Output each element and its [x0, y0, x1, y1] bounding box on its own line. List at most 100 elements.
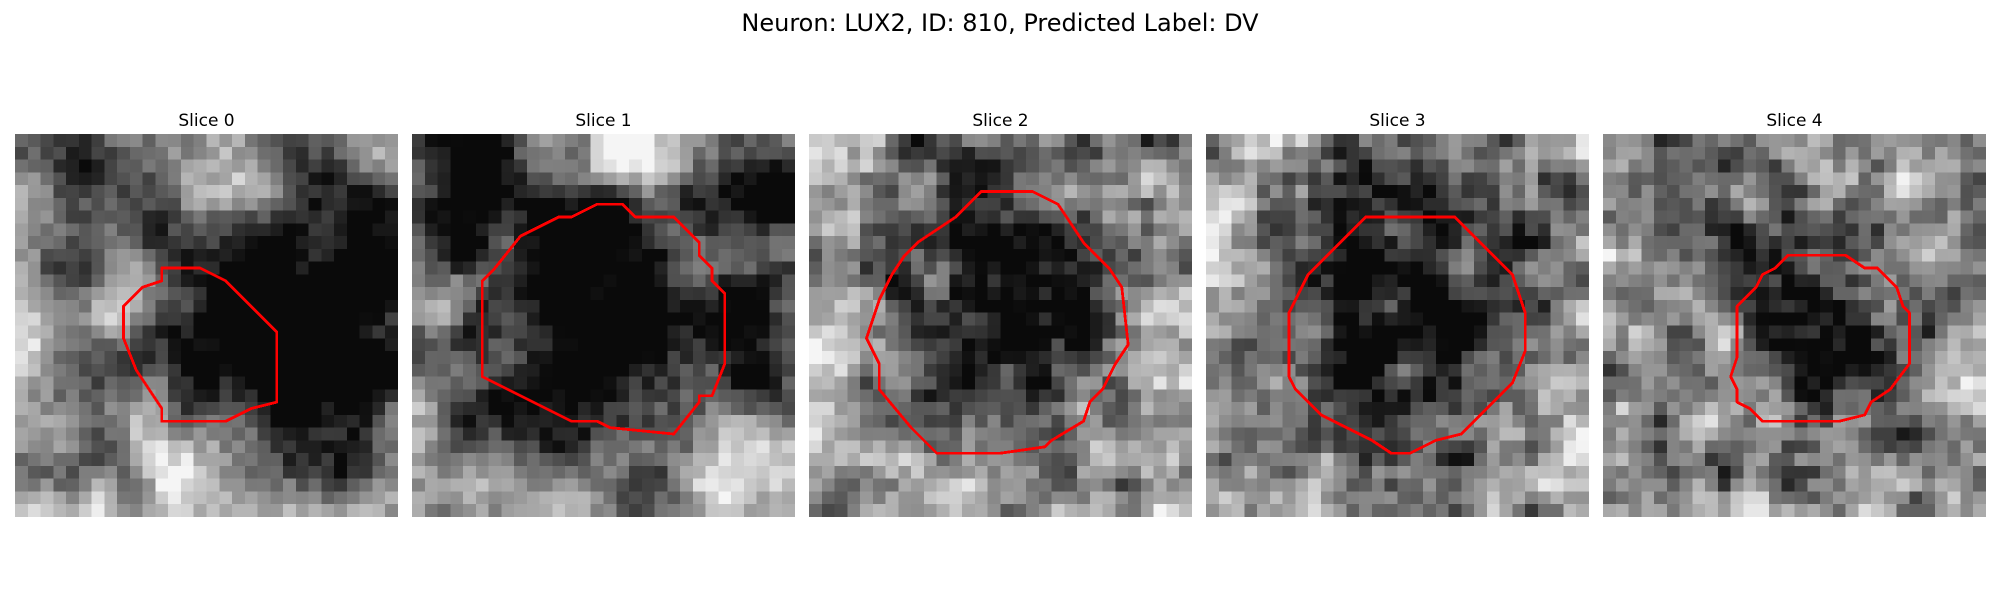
- pixel: [1461, 299, 1475, 313]
- pixel: [1486, 491, 1500, 505]
- pixel: [616, 236, 630, 250]
- pixel: [1013, 248, 1027, 262]
- pixel: [1410, 402, 1424, 416]
- pixel: [321, 210, 335, 224]
- pixel: [1308, 389, 1322, 403]
- pixel: [155, 159, 169, 173]
- pixel: [1947, 274, 1961, 288]
- pixel: [1563, 236, 1577, 250]
- pixel: [1115, 414, 1129, 428]
- pixel: [641, 325, 655, 339]
- pixel: [1320, 223, 1334, 237]
- pixel: [488, 172, 502, 186]
- pixel: [1231, 491, 1245, 505]
- pixel: [1705, 299, 1719, 313]
- pixel: [1461, 146, 1475, 160]
- pixel: [936, 159, 950, 173]
- pixel: [78, 338, 92, 352]
- pixel: [1461, 248, 1475, 262]
- pixel: [53, 440, 67, 454]
- pixel: [847, 197, 861, 211]
- pixel: [860, 312, 874, 326]
- pixel: [731, 389, 745, 403]
- pixel: [654, 134, 668, 148]
- pixel: [1654, 185, 1668, 199]
- pixel: [616, 427, 630, 441]
- pixel: [206, 223, 220, 237]
- pixel: [501, 504, 515, 517]
- pixel: [193, 159, 207, 173]
- pixel: [1820, 287, 1834, 301]
- pixel: [1679, 210, 1693, 224]
- pixel: [1179, 172, 1192, 186]
- pixel: [552, 236, 566, 250]
- slice-title: Slice 3: [1369, 111, 1426, 131]
- pixel: [1563, 210, 1577, 224]
- pixel: [821, 478, 835, 492]
- pixel: [834, 478, 848, 492]
- pixel: [142, 465, 156, 479]
- pixel: [629, 325, 643, 339]
- pixel: [1973, 427, 1986, 441]
- pixel: [1768, 453, 1782, 467]
- pixel: [1244, 248, 1258, 262]
- pixel: [346, 134, 360, 148]
- pixel: [219, 351, 233, 365]
- pixel: [987, 427, 1001, 441]
- pixel: [769, 453, 783, 467]
- pixel: [270, 402, 284, 416]
- pixel: [1371, 402, 1385, 416]
- pixel: [514, 146, 528, 160]
- pixel: [1026, 338, 1040, 352]
- pixel: [872, 197, 886, 211]
- pixel: [244, 210, 258, 224]
- pixel: [501, 134, 515, 148]
- pixel: [1794, 427, 1808, 441]
- pixel: [15, 287, 29, 301]
- pixel: [450, 134, 464, 148]
- pixel: [129, 440, 143, 454]
- pixel: [1384, 159, 1398, 173]
- pixel: [1603, 159, 1617, 173]
- pixel: [590, 299, 604, 313]
- pixel: [1896, 223, 1910, 237]
- pixel: [1333, 210, 1347, 224]
- pixel: [1397, 414, 1411, 428]
- pixel: [1603, 134, 1617, 148]
- pixel: [1615, 363, 1629, 377]
- pixel: [1077, 389, 1091, 403]
- pixel: [514, 465, 528, 479]
- pixel: [1807, 351, 1821, 365]
- pixel: [526, 351, 540, 365]
- pixel: [1179, 287, 1192, 301]
- pixel: [1269, 491, 1283, 505]
- pixel: [1257, 274, 1271, 288]
- pixel: [1934, 338, 1948, 352]
- pixel: [1922, 453, 1936, 467]
- pixel: [860, 465, 874, 479]
- pixel: [1692, 261, 1706, 275]
- pixel: [385, 134, 398, 148]
- pixel: [1550, 491, 1564, 505]
- pixel: [514, 504, 528, 517]
- pixel: [1499, 389, 1513, 403]
- pixel: [283, 146, 297, 160]
- pixel: [1641, 504, 1655, 517]
- pixel: [1474, 478, 1488, 492]
- pixel: [1166, 325, 1180, 339]
- pixel: [1461, 185, 1475, 199]
- pixel: [1308, 427, 1322, 441]
- pixel: [1448, 248, 1462, 262]
- pixel: [1858, 185, 1872, 199]
- pixel: [1244, 261, 1258, 275]
- pixel: [1512, 223, 1526, 237]
- pixel: [756, 159, 770, 173]
- pixel: [1166, 363, 1180, 377]
- pixel: [270, 299, 284, 313]
- pixel: [117, 453, 131, 467]
- pixel: [1282, 491, 1296, 505]
- pixel: [962, 338, 976, 352]
- pixel: [308, 197, 322, 211]
- pixel: [1871, 478, 1885, 492]
- pixel: [1756, 465, 1770, 479]
